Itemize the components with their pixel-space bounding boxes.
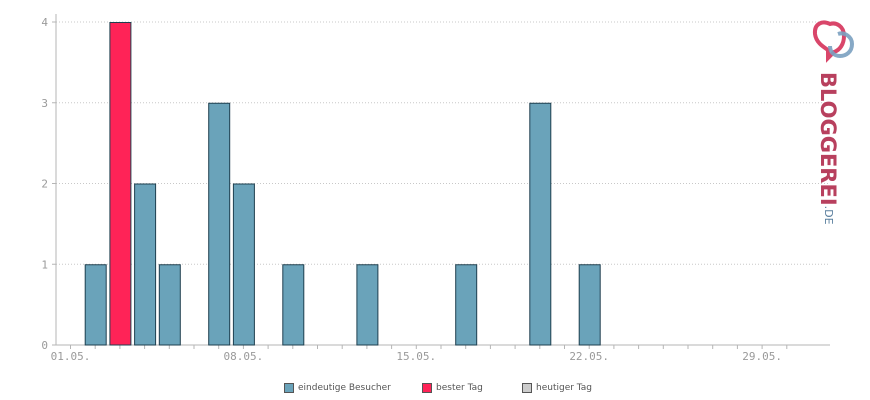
y-tick-label: 3 [41, 97, 48, 110]
legend-label-visitors: eindeutige Besucher [298, 383, 391, 393]
y-tick-label: 1 [41, 258, 48, 271]
bar [282, 264, 305, 346]
y-tick-label: 4 [41, 16, 48, 29]
logo-tld: .DE [822, 205, 835, 225]
bloggerei-logo[interactable] [808, 14, 858, 214]
legend-item-best-day: bester Tag [422, 383, 483, 393]
legend-label-today: heutiger Tag [536, 383, 593, 393]
legend-item-visitors: eindeutige Besucher [284, 383, 391, 393]
logo-heart-icon [812, 20, 855, 63]
bar [529, 102, 552, 346]
bar [356, 264, 379, 346]
logo-wordmark: BLOGGEREI.DE [816, 72, 840, 225]
x-tick-label: 15.05. [396, 350, 436, 363]
y-tick-label: 2 [41, 178, 48, 191]
bar-best-day [109, 22, 132, 346]
x-tick-label: 29.05. [742, 350, 782, 363]
x-tick-label: 01.05. [51, 350, 91, 363]
legend-swatch-visitors [284, 383, 294, 393]
axes [52, 14, 830, 349]
tick-labels: 0 1 2 3 4 01.05. 08.05. 15.05. 22.05. 29.05. [41, 16, 782, 363]
grid-lines [56, 21, 830, 265]
bars [84, 22, 601, 346]
legend-item-today: heutiger Tag [522, 383, 592, 393]
bar [84, 264, 107, 346]
legend-swatch-best-day [422, 383, 432, 393]
bar [158, 264, 181, 346]
bar [208, 102, 231, 346]
bar [232, 183, 255, 346]
y-tick-label: 0 [41, 339, 48, 352]
bar [134, 183, 157, 346]
x-tick-label: 08.05. [224, 350, 264, 363]
x-tick-label: 22.05. [569, 350, 609, 363]
logo-name: BLOGGEREI [816, 72, 840, 206]
legend-swatch-today [522, 383, 532, 393]
bar [455, 264, 478, 346]
bar [578, 264, 601, 346]
legend-label-best-day: bester Tag [436, 383, 483, 393]
legend: eindeutige Besucher bester Tag heutiger … [0, 383, 870, 399]
